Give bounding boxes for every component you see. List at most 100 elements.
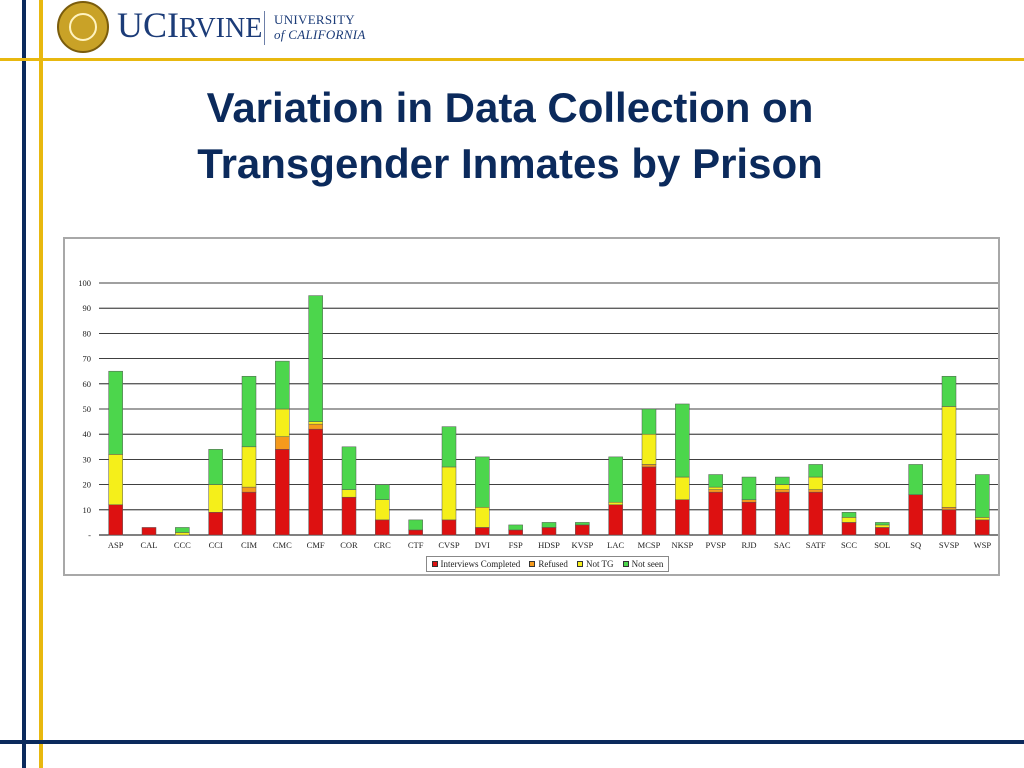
- bar-segment: [341, 496, 357, 536]
- x-tick-label: HDSP: [538, 540, 560, 550]
- bar-segment: [108, 504, 123, 536]
- bar-segment: [841, 522, 857, 536]
- left-gold-rule: [39, 0, 43, 768]
- bar-segment: [308, 295, 323, 422]
- bar-segment: [108, 370, 123, 455]
- x-tick-label: SATF: [806, 540, 826, 550]
- bar-segment: [975, 517, 990, 521]
- bar-segment: [708, 491, 723, 536]
- bar-segment: [308, 428, 323, 536]
- x-tick-label: LAC: [607, 540, 624, 550]
- bar-segment: [908, 494, 923, 536]
- x-tick-label: CMF: [307, 540, 325, 550]
- x-tick-label: CIM: [241, 540, 258, 550]
- bar-segment: [741, 501, 757, 536]
- stacked-bar-chart: - 10 20 30 40 50 60 70 80 90 100 ASP CAL CCC CCI CIM CMC…: [78, 278, 998, 550]
- bar-segment: [308, 421, 323, 425]
- bar-segment: [508, 529, 523, 536]
- bar-segment: [341, 489, 357, 498]
- chart-legend: Interviews Completed Refused Not TG Not …: [426, 556, 669, 572]
- bar-segment: [875, 527, 890, 536]
- x-tick-label: RJD: [741, 540, 756, 550]
- bar-segment: [608, 501, 623, 506]
- legend-item-not-tg: Not TG: [576, 559, 614, 569]
- bar-segment: [775, 476, 790, 485]
- bar-segment: [741, 499, 757, 503]
- bar-segment: [975, 474, 990, 518]
- x-tick-label: CMC: [273, 540, 292, 550]
- y-tick-label: 90: [83, 303, 92, 313]
- y-tick-label: 100: [78, 278, 91, 288]
- y-tick-label: 80: [83, 328, 92, 338]
- x-tick-label: NKSP: [671, 540, 693, 550]
- bar-segment: [941, 509, 957, 536]
- x-tick-label: COR: [340, 540, 358, 550]
- bar-segment: [275, 436, 290, 450]
- bar-segment: [475, 456, 490, 508]
- x-tick-label: SVSP: [939, 540, 960, 550]
- bar-segment: [308, 423, 323, 430]
- header-gold-rule: [0, 58, 1024, 61]
- bar-segment: [475, 527, 490, 536]
- bar-segment: [641, 408, 657, 435]
- bar-segment: [441, 519, 457, 536]
- bar-segment: [275, 360, 290, 410]
- bar-segment: [141, 527, 157, 536]
- x-tick-label: CAL: [141, 540, 158, 550]
- chart-frame: - 10 20 30 40 50 60 70 80 90 100 ASP CAL CCC CCI CIM CMC…: [63, 237, 1000, 576]
- legend-item-interviews: Interviews Completed: [431, 559, 520, 569]
- y-tick-label: 70: [83, 354, 92, 364]
- bar-segment: [508, 524, 523, 531]
- x-tick-label: DVI: [475, 540, 490, 550]
- x-tick-label: KVSP: [571, 540, 593, 550]
- bar-segment: [641, 464, 657, 468]
- bar-segment: [175, 532, 190, 536]
- bar-segment: [108, 454, 123, 506]
- bar-segment: [841, 517, 857, 523]
- bar-segment: [675, 499, 690, 536]
- x-tick-label: SQ: [910, 540, 921, 550]
- bar-segment: [241, 491, 257, 536]
- bar-segment: [441, 466, 457, 521]
- x-tick-label: CCI: [209, 540, 223, 550]
- bar-segment: [408, 519, 423, 531]
- bar-segment: [341, 446, 357, 490]
- bar-segment: [208, 484, 223, 513]
- bar-segment: [808, 464, 823, 478]
- bar-segment: [708, 489, 723, 493]
- bar-segment: [675, 476, 690, 500]
- x-tick-label: SOL: [874, 540, 890, 550]
- legend-swatch-not-seen: [622, 561, 629, 567]
- bar-segment: [541, 522, 557, 528]
- title-line-1: Variation in Data Collection on: [206, 84, 814, 131]
- bar-segment: [908, 464, 923, 495]
- x-tick-label: SAC: [774, 540, 791, 550]
- footer-navy-rule: [0, 740, 1024, 744]
- bar-segment: [208, 449, 223, 485]
- uc-seal-logo: [57, 1, 109, 53]
- bar-segment: [375, 484, 390, 500]
- y-tick-label: 20: [83, 480, 92, 490]
- bar-segment: [841, 512, 857, 518]
- bar-segment: [408, 529, 423, 536]
- title-line-2: Transgender Inmates by Prison: [197, 140, 823, 187]
- bar-segment: [808, 491, 823, 536]
- bar-segment: [808, 489, 823, 493]
- bar-segment: [275, 408, 290, 437]
- x-tick-label: CRC: [374, 540, 391, 550]
- bar-segment: [775, 491, 790, 536]
- bar-segment: [941, 507, 957, 511]
- bar-segment: [875, 524, 890, 528]
- university-of-california-wordmark: UNIVERSITY of CALIFORNIA: [274, 12, 366, 42]
- bar-segment: [708, 486, 723, 490]
- y-tick-label: 60: [83, 379, 92, 389]
- bar-segment: [675, 403, 690, 478]
- bar-segment: [775, 489, 790, 493]
- logo-divider: [264, 11, 265, 45]
- left-navy-rule: [22, 0, 26, 768]
- y-tick-label: 30: [83, 454, 92, 464]
- x-tick-label: SCC: [841, 540, 857, 550]
- x-tick-label: MCSP: [638, 540, 661, 550]
- bar-segment: [241, 446, 257, 488]
- x-tick-label: CVSP: [438, 540, 460, 550]
